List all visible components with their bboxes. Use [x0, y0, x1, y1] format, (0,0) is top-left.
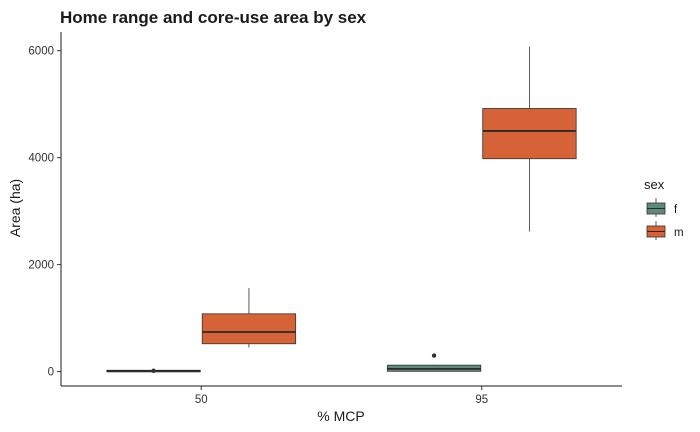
x-axis-ticks: 50 95: [195, 386, 488, 406]
legend-title: sex: [644, 177, 665, 192]
y-axis-ticks: 0 2000 4000 6000: [28, 46, 61, 379]
y-tick-label: 6000: [28, 46, 54, 58]
x-tick-label: 95: [475, 394, 488, 406]
legend-key-f: [646, 198, 666, 217]
legend: sex fm: [644, 177, 684, 240]
legend-label-m: m: [674, 227, 684, 239]
outlier-point: [431, 353, 437, 358]
box-f-50: [106, 368, 201, 373]
box-m-95: [482, 46, 577, 232]
x-axis-title: % MCP: [317, 408, 364, 424]
legend-key-m: [646, 221, 666, 240]
y-tick-label: 0: [48, 367, 54, 379]
legend-label-f: f: [674, 204, 678, 216]
y-axis-title: Area (ha): [7, 179, 23, 237]
chart-title: Home range and core-use area by sex: [60, 8, 367, 27]
box-m-50: [201, 288, 297, 348]
outlier-point: [151, 368, 156, 373]
x-tick-label: 50: [195, 394, 208, 406]
box-f-95: [386, 353, 482, 372]
box-body: [482, 108, 577, 160]
box-body: [201, 313, 297, 345]
y-tick-label: 4000: [28, 153, 54, 165]
y-tick-label: 2000: [28, 260, 54, 272]
plot-area: [106, 46, 577, 373]
